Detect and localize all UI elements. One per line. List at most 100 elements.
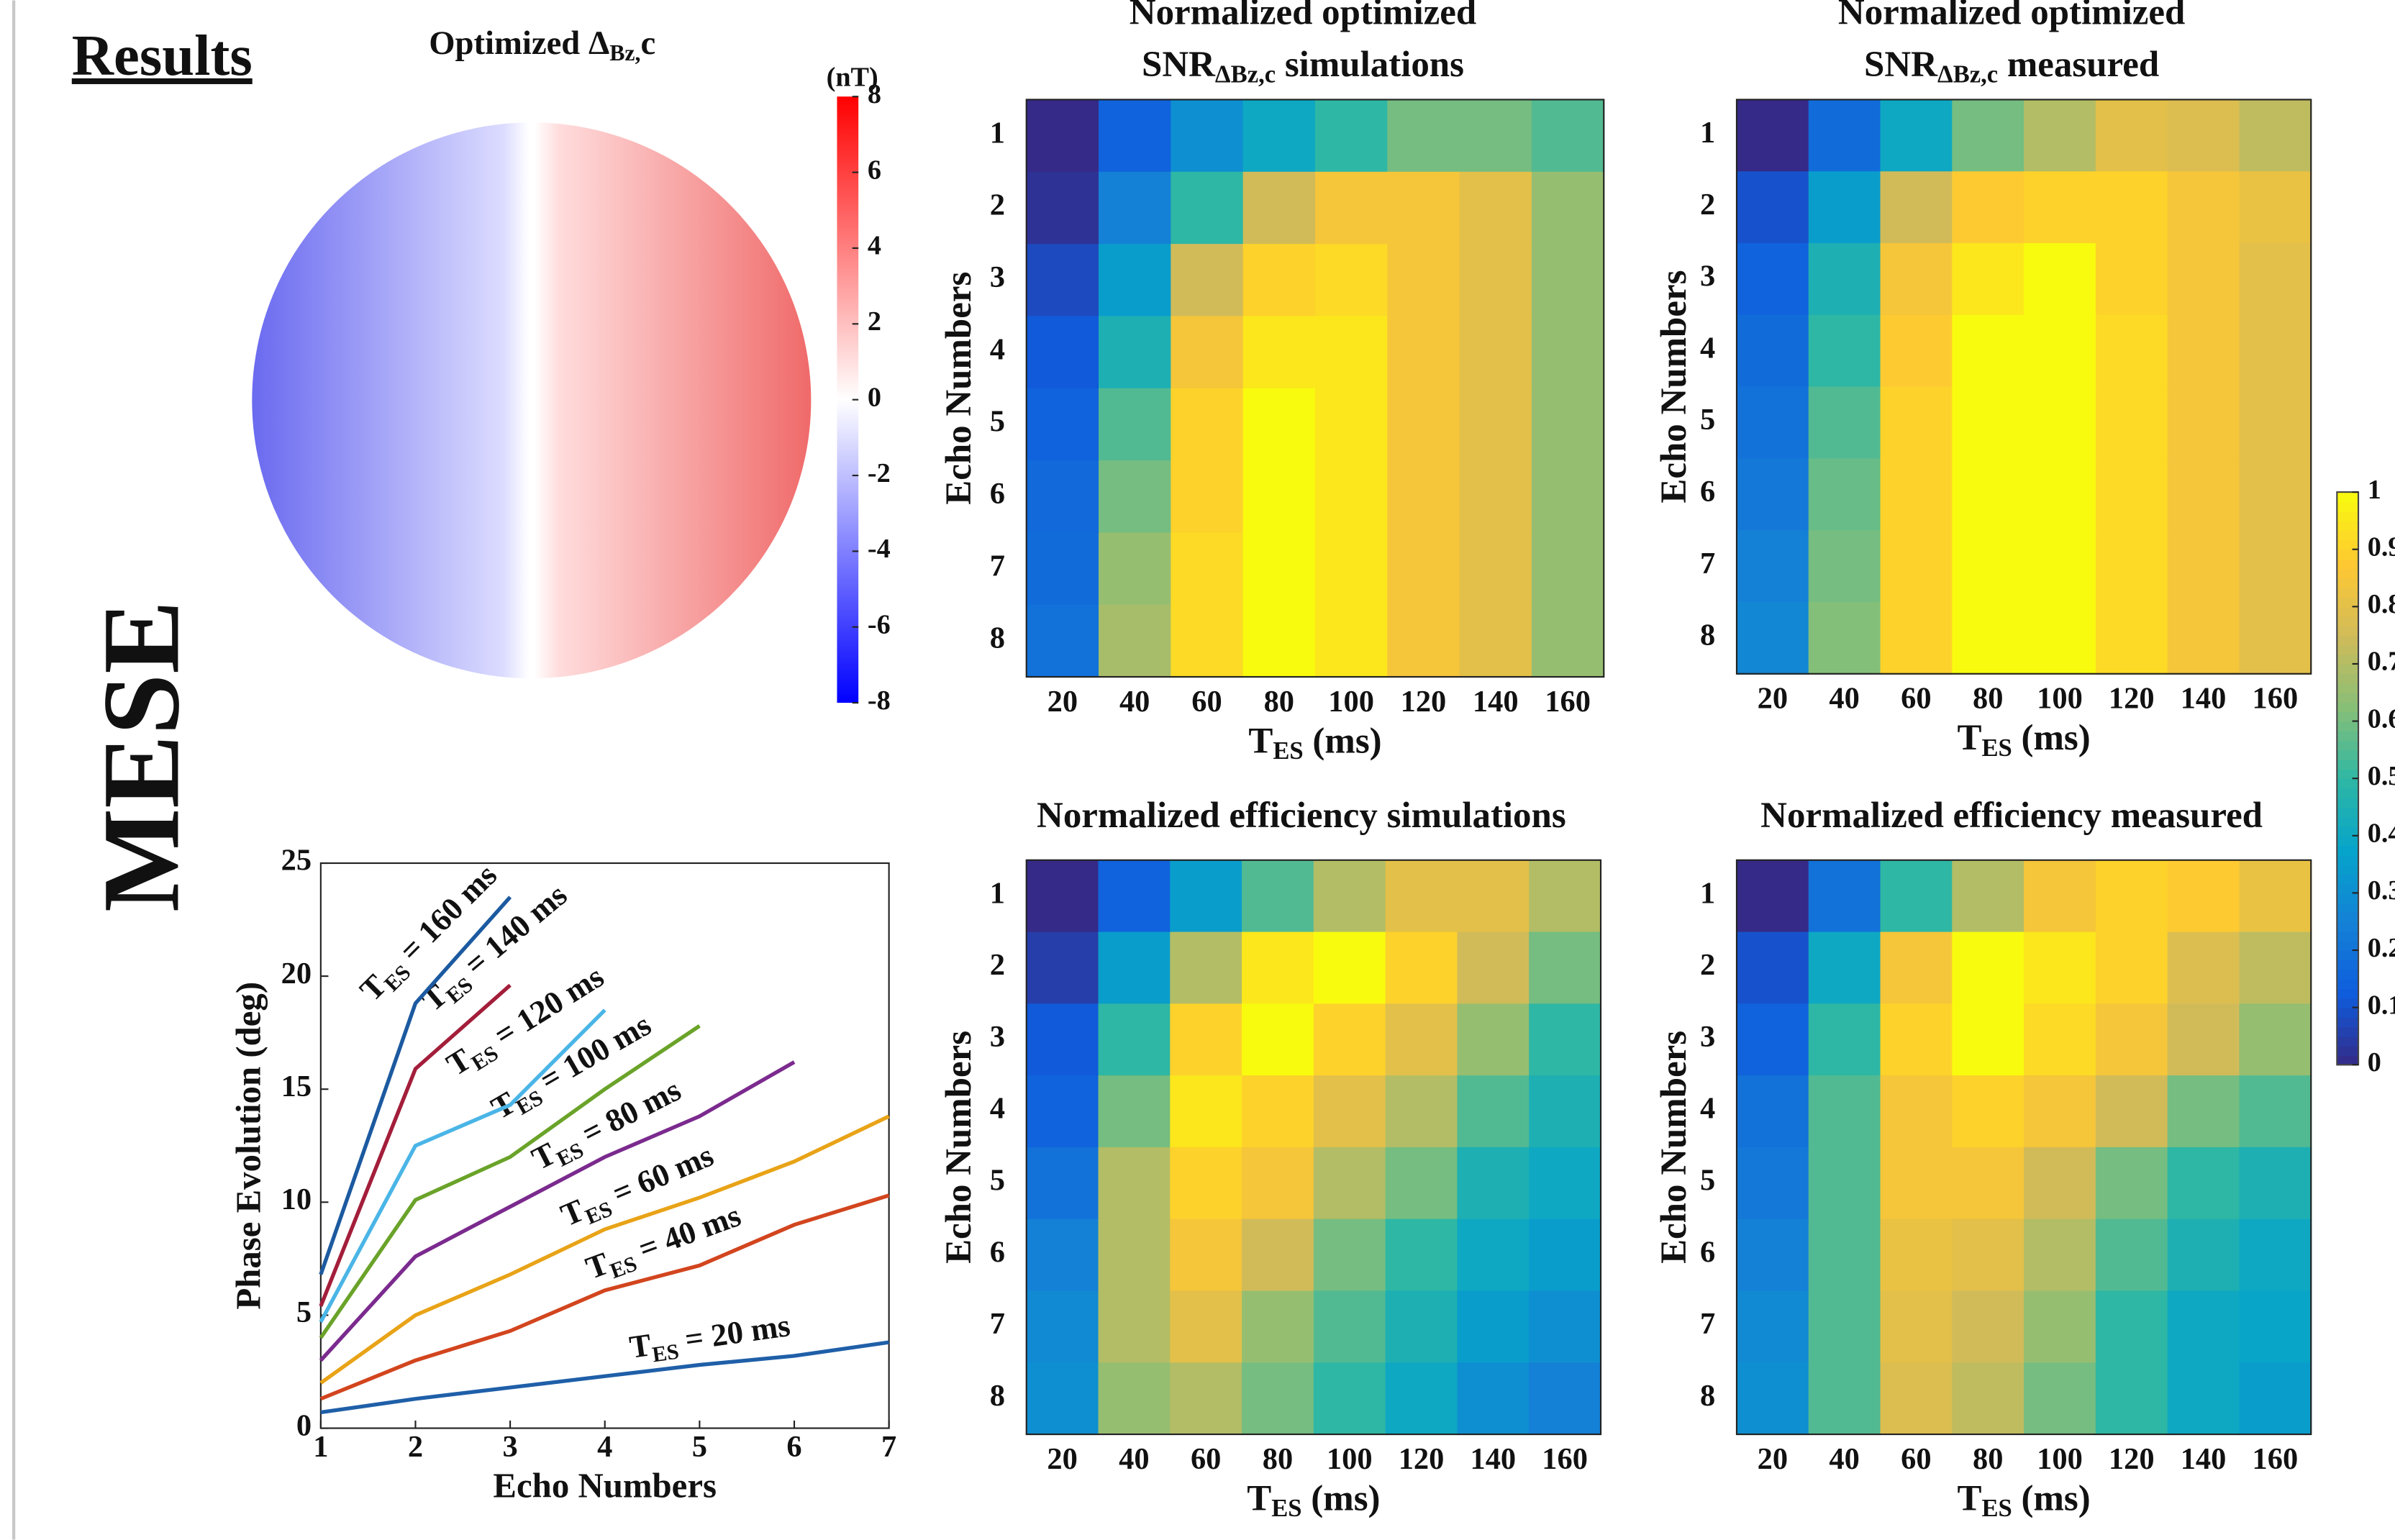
heatmap-cell: [2239, 860, 2312, 933]
colorbar-tick-label: 0.2: [2368, 933, 2395, 963]
colorbar-segment: [2337, 874, 2358, 884]
colorbar-tick-label: 0.7: [2368, 647, 2395, 677]
heatmap-cell: [1460, 172, 1532, 245]
heatmap-cell: [1881, 932, 1953, 1005]
heatmap-cell: [1171, 316, 1243, 388]
heatmap-cell: [1809, 99, 1881, 172]
colorbar-segment: [2337, 921, 2358, 931]
colorbar-segment: [2337, 836, 2358, 846]
heatmap-cell: [2239, 932, 2312, 1005]
heatmap-cell: [1387, 532, 1460, 605]
x-tick-label: 40: [1829, 682, 1859, 716]
heatmap-cell: [1315, 172, 1388, 245]
heatmap-cell: [1460, 99, 1532, 172]
heatmap-cell: [2096, 932, 2168, 1005]
colorbar-tick-label: 0.3: [2368, 875, 2395, 906]
chart-title: Normalized efficiency simulations: [1037, 796, 1566, 836]
heatmap-cell: [2168, 1147, 2240, 1220]
y-tick-label: 1: [990, 116, 1005, 150]
heatmap-cell: [1314, 1003, 1386, 1076]
heatmap-cell: [1027, 860, 1099, 933]
y-tick-label: 1: [1700, 116, 1715, 150]
colorbar-segment: [2337, 826, 2358, 837]
heatmap-cell: [1243, 460, 1316, 533]
y-tick-label: 10: [281, 1183, 312, 1216]
heatmap-cell: [1737, 1003, 1809, 1076]
heatmap-cell: [1737, 1362, 1809, 1435]
x-tick-label: 60: [1191, 685, 1222, 719]
colorbar-segment: [2337, 931, 2358, 941]
colorbar-segment: [2337, 597, 2358, 607]
heatmap-cell: [2168, 932, 2240, 1005]
colorbar-tick-label: 0: [2368, 1047, 2381, 1077]
heatmap-cell: [1457, 1362, 1530, 1435]
y-tick-label: 1: [1700, 876, 1715, 910]
heatmap-cell: [1171, 605, 1243, 678]
heatmap-cell: [1098, 932, 1171, 1005]
heatmap-cell: [1952, 458, 2024, 531]
colorbar-tick-label: 0: [868, 382, 881, 412]
y-tick-label: 4: [990, 332, 1005, 366]
heatmap-cell: [1242, 1362, 1314, 1435]
colorbar-tick-label: 1: [2368, 475, 2381, 505]
colorbar-segment: [2337, 578, 2358, 588]
section-title: Results: [72, 24, 253, 88]
heatmap-cell: [2024, 602, 2096, 675]
heatmap-cell: [2168, 458, 2240, 531]
heatmap-cell: [1529, 1362, 1601, 1435]
heatmap-cell: [1027, 1219, 1099, 1292]
side-label: MESE: [81, 601, 202, 912]
y-tick-label: 7: [1700, 547, 1715, 580]
heatmap-cell: [1460, 532, 1532, 605]
y-tick-label: 2: [1700, 188, 1715, 222]
heatmap-cell: [2096, 387, 2168, 460]
colorbar-segment: [2337, 979, 2358, 989]
heatmap-cell: [1809, 387, 1881, 460]
heatmap-cell: [2168, 1290, 2240, 1363]
heatmap-cell: [1457, 1290, 1530, 1363]
heatmap-cell: [1314, 1075, 1386, 1148]
heatmap-cell: [1386, 860, 1458, 933]
heatmap-cell: [1881, 1147, 1953, 1220]
heatmap-cell: [1315, 388, 1388, 461]
y-tick-label: 0: [296, 1408, 312, 1442]
heatmap-cell: [1027, 460, 1099, 533]
heatmap-cell: [1532, 316, 1604, 388]
colorbar-segment: [2337, 673, 2358, 683]
heatmap-cell: [1027, 388, 1099, 461]
heatmap-cell: [1027, 172, 1099, 245]
heatmap-cell: [1386, 1219, 1458, 1292]
y-tick-label: 6: [990, 1235, 1005, 1269]
heatmap-cell: [1170, 1362, 1242, 1435]
heatmap-cell: [1170, 860, 1242, 933]
heatmap-cell: [1027, 605, 1099, 678]
heatmap-cell: [2096, 1362, 2168, 1435]
x-axis-label: TES (ms): [1957, 1478, 2090, 1522]
colorbar-segment: [2337, 721, 2358, 732]
heatmap-cell: [1809, 171, 1881, 244]
heatmap-cell: [1314, 860, 1386, 933]
heatmap-cell: [1952, 1003, 2024, 1076]
colorbar-segment: [2337, 539, 2358, 550]
y-tick-label: 4: [1700, 331, 1715, 365]
heatmap-cell: [1457, 1219, 1530, 1292]
heatmap-cell: [1881, 602, 1953, 675]
chart-title: SNRΔBz,c measured: [1864, 45, 2159, 88]
heatmap-cell: [1529, 932, 1601, 1005]
heatmap-cell: [1881, 1075, 1953, 1148]
heatmap-cell: [1387, 460, 1460, 533]
heatmap-cell: [1952, 171, 2024, 244]
heatmap-cell: [2024, 932, 2096, 1005]
heatmap-cell: [1171, 460, 1243, 533]
heatmap-cell: [1457, 1147, 1530, 1220]
heatmap-cell: [1386, 1290, 1458, 1363]
heatmap-cell: [2096, 458, 2168, 531]
y-tick-label: 7: [990, 1307, 1005, 1341]
heatmap-cell: [2024, 1362, 2096, 1435]
colorbar-segment: [2337, 1036, 2358, 1046]
heatmap-cell: [1737, 171, 1809, 244]
colorbar-segment: [2337, 1008, 2358, 1018]
colorbar-segment: [2337, 644, 2358, 655]
x-tick-label: 120: [1401, 685, 1447, 719]
heatmap-cell: [1529, 1219, 1601, 1292]
